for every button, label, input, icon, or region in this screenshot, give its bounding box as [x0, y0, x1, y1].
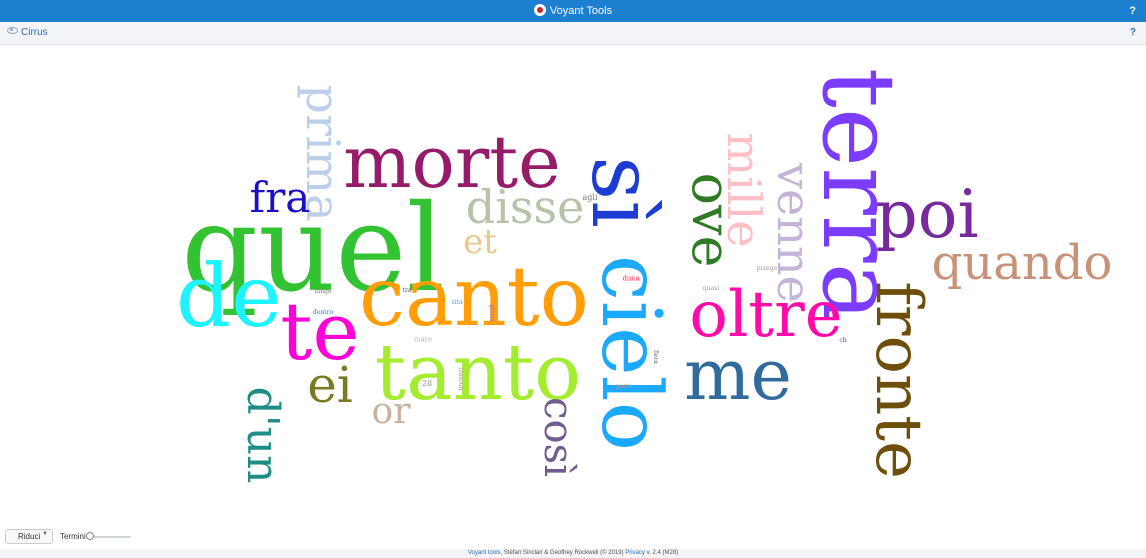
cloud-word[interactable]: et [463, 222, 497, 262]
chevron-down-icon: ▼ [42, 531, 48, 537]
privacy-link[interactable]: Privacy [625, 550, 645, 556]
voyant-link[interactable]: Voyant tools [467, 550, 501, 556]
cloud-word[interactable]: parte [615, 383, 633, 390]
terms-label: Termini [60, 532, 86, 541]
cloud-word[interactable]: venne [767, 163, 821, 303]
cloud-word[interactable]: agli [582, 193, 598, 202]
panel-title[interactable]: Cirrus [7, 22, 48, 44]
cloud-word[interactable]: così [535, 397, 581, 477]
cloud-word[interactable]: oltre [689, 278, 843, 352]
reduce-button[interactable]: Riduci ▼ [5, 529, 53, 544]
cloud-word[interactable]: gloria [488, 304, 495, 322]
cloud-word[interactable]: de [176, 247, 282, 347]
cloud-word[interactable]: quel [181, 180, 445, 319]
cloud-word[interactable]: ei [307, 356, 353, 414]
reduce-button-label: Riduci [18, 532, 41, 541]
cloud-word[interactable]: lungo [314, 288, 332, 295]
cloud-word[interactable]: duca [622, 274, 640, 283]
cloud-word[interactable]: fiera [652, 350, 659, 364]
cloud-word[interactable]: disse [465, 180, 585, 234]
panel-header: Cirrus ? [0, 22, 1146, 45]
footer-version: v. 2.4 (M28) [644, 550, 679, 556]
voyant-logo-icon [533, 4, 546, 16]
cloud-word[interactable]: ch [839, 337, 847, 344]
cloud-word[interactable]: or [371, 391, 411, 432]
cloud-word[interactable]: ciascun [457, 367, 464, 391]
cloud-word[interactable]: mare [413, 335, 433, 344]
cloud-word[interactable]: dentro [312, 309, 334, 316]
terms-slider[interactable] [86, 532, 131, 540]
cloud-word[interactable]: piange [756, 265, 778, 272]
cloud-word[interactable]: morte [343, 120, 561, 204]
cloud-word[interactable]: fronte [861, 281, 935, 479]
app-help-button[interactable]: ? [1129, 5, 1136, 17]
cloud-word[interactable]: sì [572, 156, 672, 228]
cloud-word[interactable]: 28 [421, 379, 433, 388]
cloud-word[interactable]: quasi [702, 285, 720, 292]
cloud-word[interactable]: te [280, 285, 360, 378]
cloud-word[interactable]: canto [359, 250, 589, 345]
panel-help-button[interactable]: ? [1129, 27, 1136, 38]
word-cloud: quel canto tanto te de morte terra sì cielo oltre… [0, 45, 1146, 527]
cloud-word[interactable]: mille [717, 132, 771, 248]
panel-toolbar: Riduci ▼ Termini [0, 527, 1146, 549]
cloud-word[interactable]: me [684, 334, 792, 416]
terms-slider-thumb[interactable] [86, 532, 95, 540]
cloud-word[interactable]: fra [249, 173, 311, 222]
cloud-word[interactable]: tra [402, 287, 412, 294]
app-header: Voyant Tools ? [0, 0, 1146, 22]
cloud-word[interactable]: d'un [237, 386, 288, 484]
panel-title-text: Cirrus [21, 27, 48, 38]
cloud-word[interactable]: quando [931, 235, 1113, 291]
app-title: Voyant Tools [0, 0, 1146, 22]
footer-authors: , Stéfan Sinclair & Geoffrey Rockwell (©… [500, 550, 624, 556]
cloud-word[interactable]: tanto [374, 328, 582, 418]
eye-icon [7, 27, 18, 34]
app-title-text: Voyant Tools [549, 5, 613, 17]
cloud-word[interactable]: vita [451, 299, 463, 306]
cloud-word[interactable]: poi [875, 176, 979, 253]
footer: Voyant tools, Stéfan Sinclair & Geoffrey… [0, 549, 1146, 558]
